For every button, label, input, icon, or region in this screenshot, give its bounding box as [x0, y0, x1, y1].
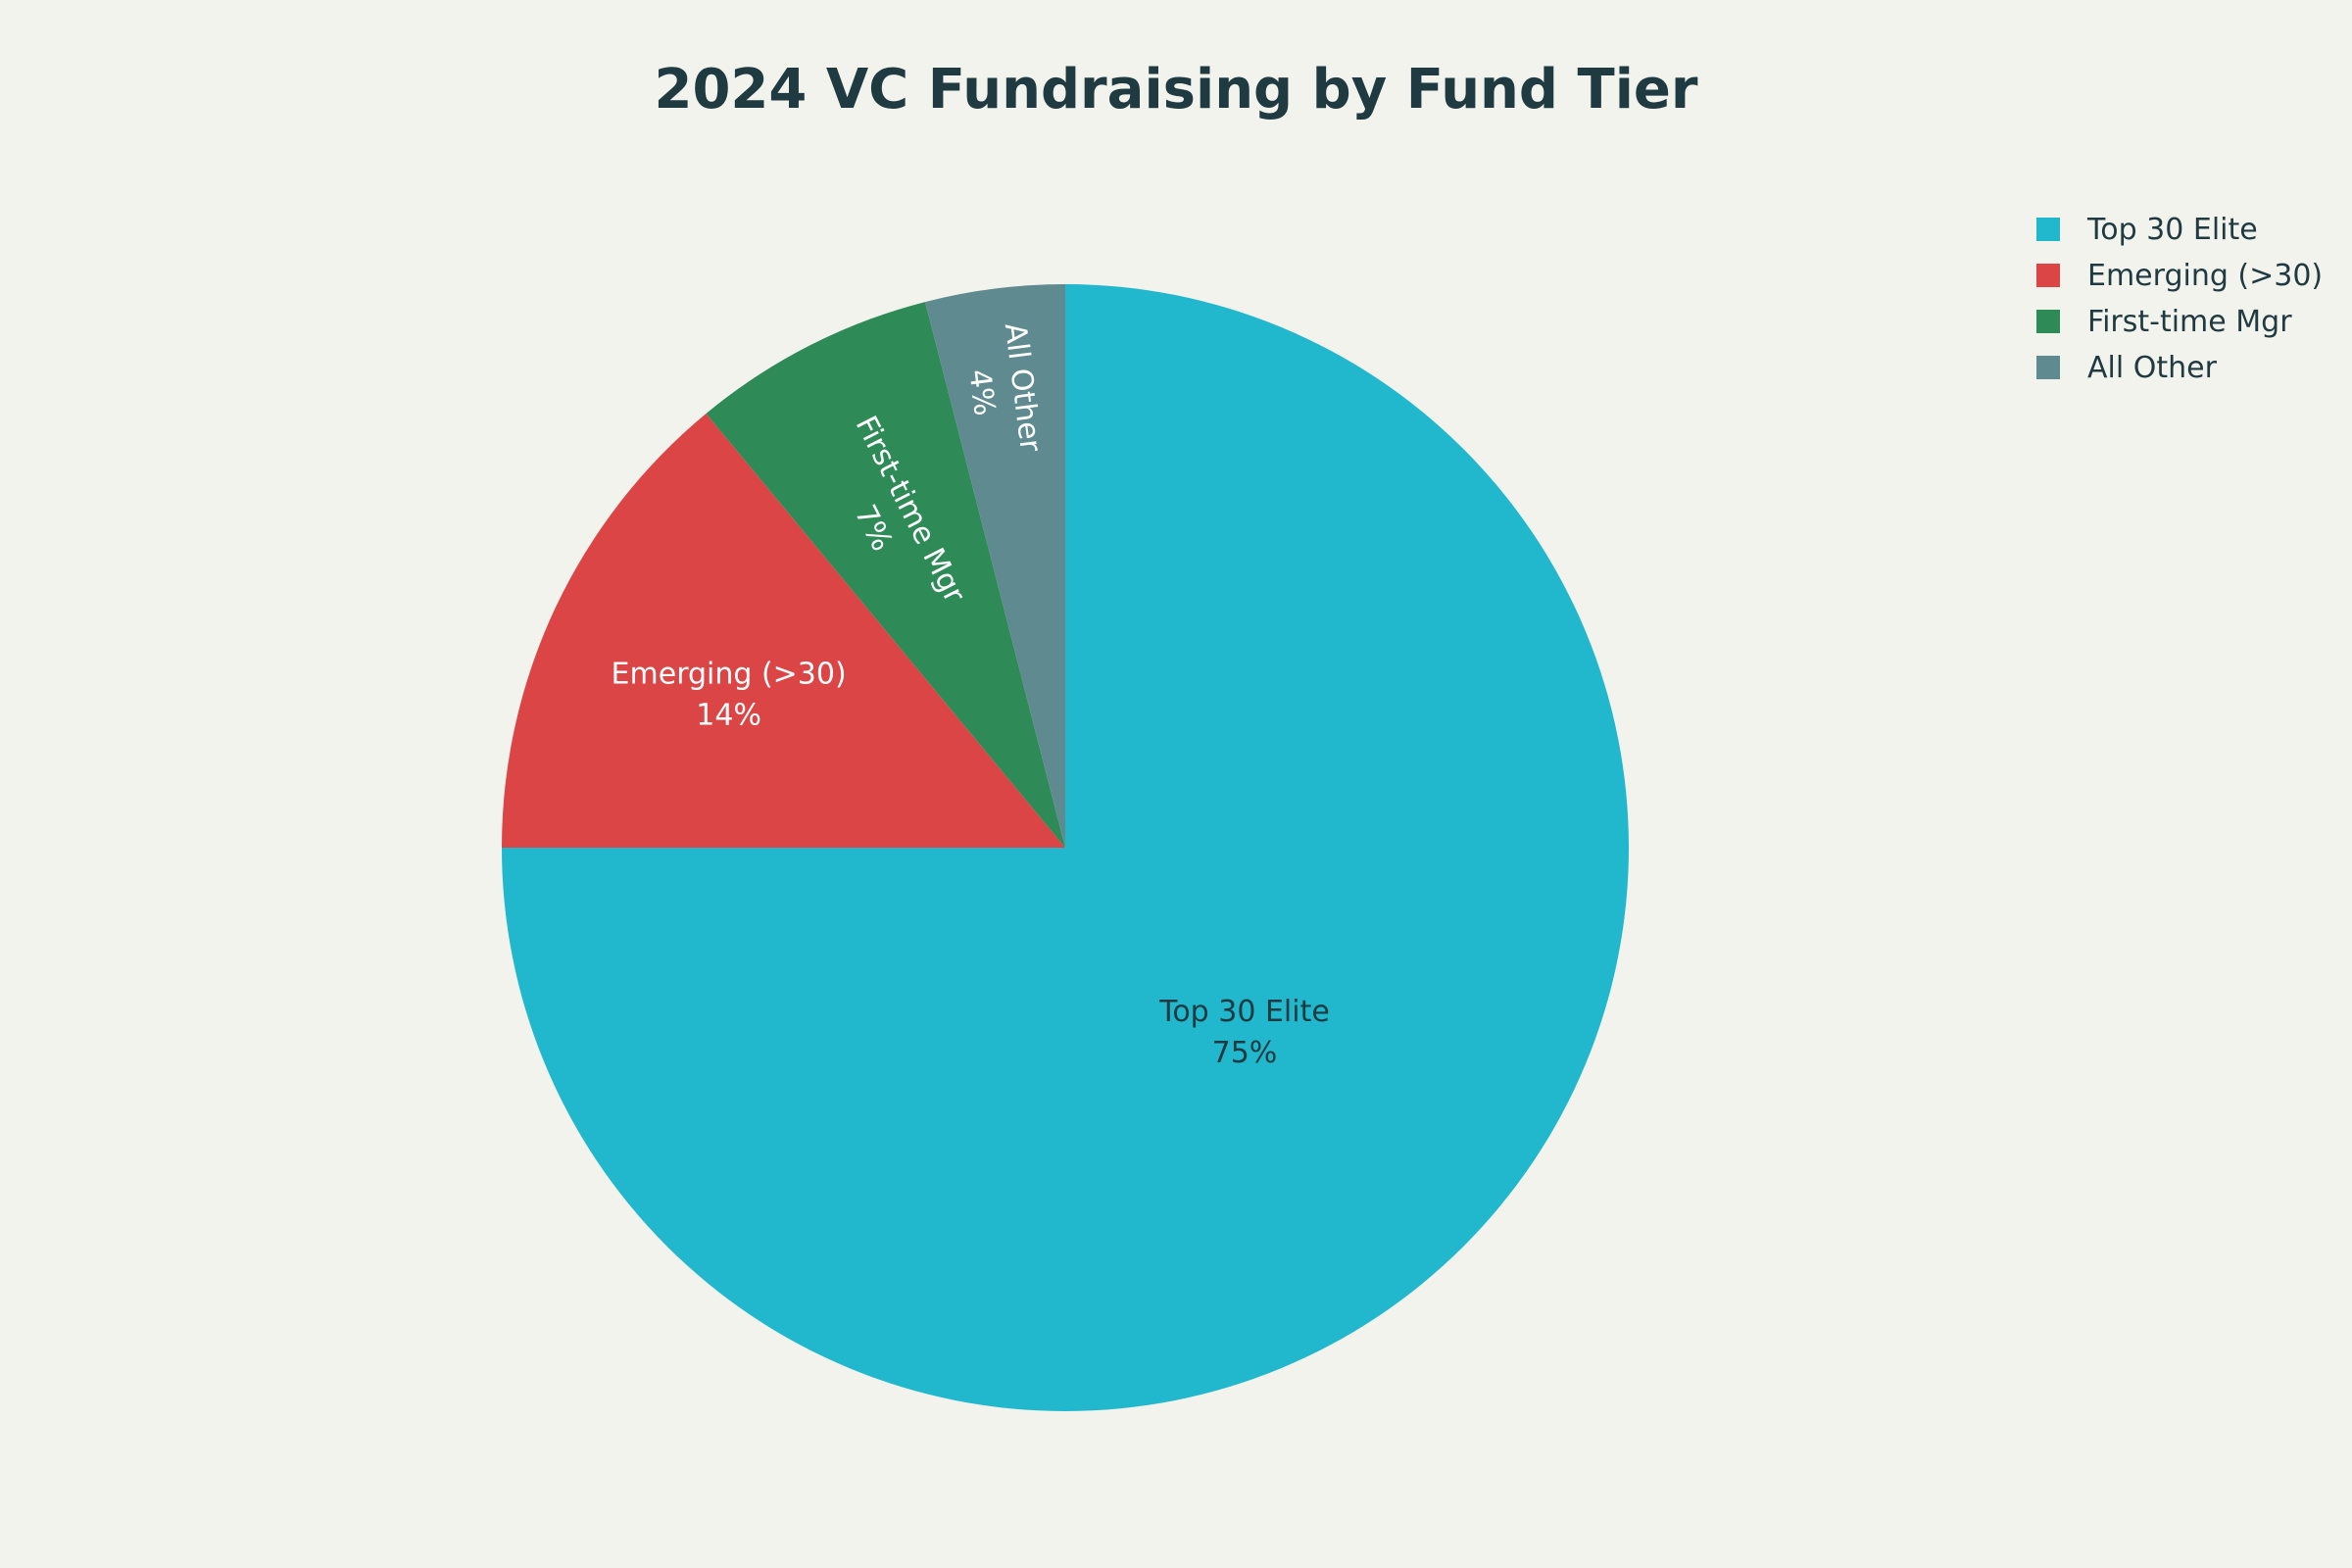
pie-slices — [502, 284, 1629, 1411]
slice-label-emerging-30: Emerging (>30) 14% — [612, 657, 847, 732]
legend-swatch — [2036, 310, 2060, 333]
chart-title: 2024 VC Fundraising by Fund Tier — [654, 58, 1697, 122]
legend-item-all-other: All Other — [2036, 351, 2218, 385]
pie-slice-first-time-mgr — [706, 302, 1065, 848]
legend-swatch — [2036, 264, 2060, 287]
slice-label-value: 14% — [696, 698, 761, 732]
slice-label-value: 75% — [1212, 1036, 1278, 1070]
pie-slice-emerging-30 — [502, 413, 1065, 848]
legend-label: Top 30 Elite — [2086, 213, 2258, 247]
legend-item-top-30-elite: Top 30 Elite — [2036, 213, 2258, 247]
pie-slice-all-other — [925, 284, 1065, 848]
slice-label-top-30-elite: Top 30 Elite 75% — [1158, 995, 1330, 1070]
legend: Top 30 Elite Emerging (>30) First-time Mgr… — [2036, 213, 2323, 385]
legend-label: First-time Mgr — [2087, 305, 2292, 339]
legend-swatch — [2036, 218, 2060, 241]
slice-label-name: Emerging (>30) — [612, 657, 847, 691]
slice-label-value: 4% — [961, 368, 1002, 418]
legend-label: Emerging (>30) — [2087, 259, 2323, 293]
legend-item-emerging-30: Emerging (>30) — [2036, 259, 2323, 293]
legend-item-first-time-mgr: First-time Mgr — [2036, 305, 2292, 339]
legend-label: All Other — [2087, 351, 2218, 385]
slice-label-name: Top 30 Elite — [1158, 995, 1330, 1029]
legend-swatch — [2036, 356, 2060, 379]
